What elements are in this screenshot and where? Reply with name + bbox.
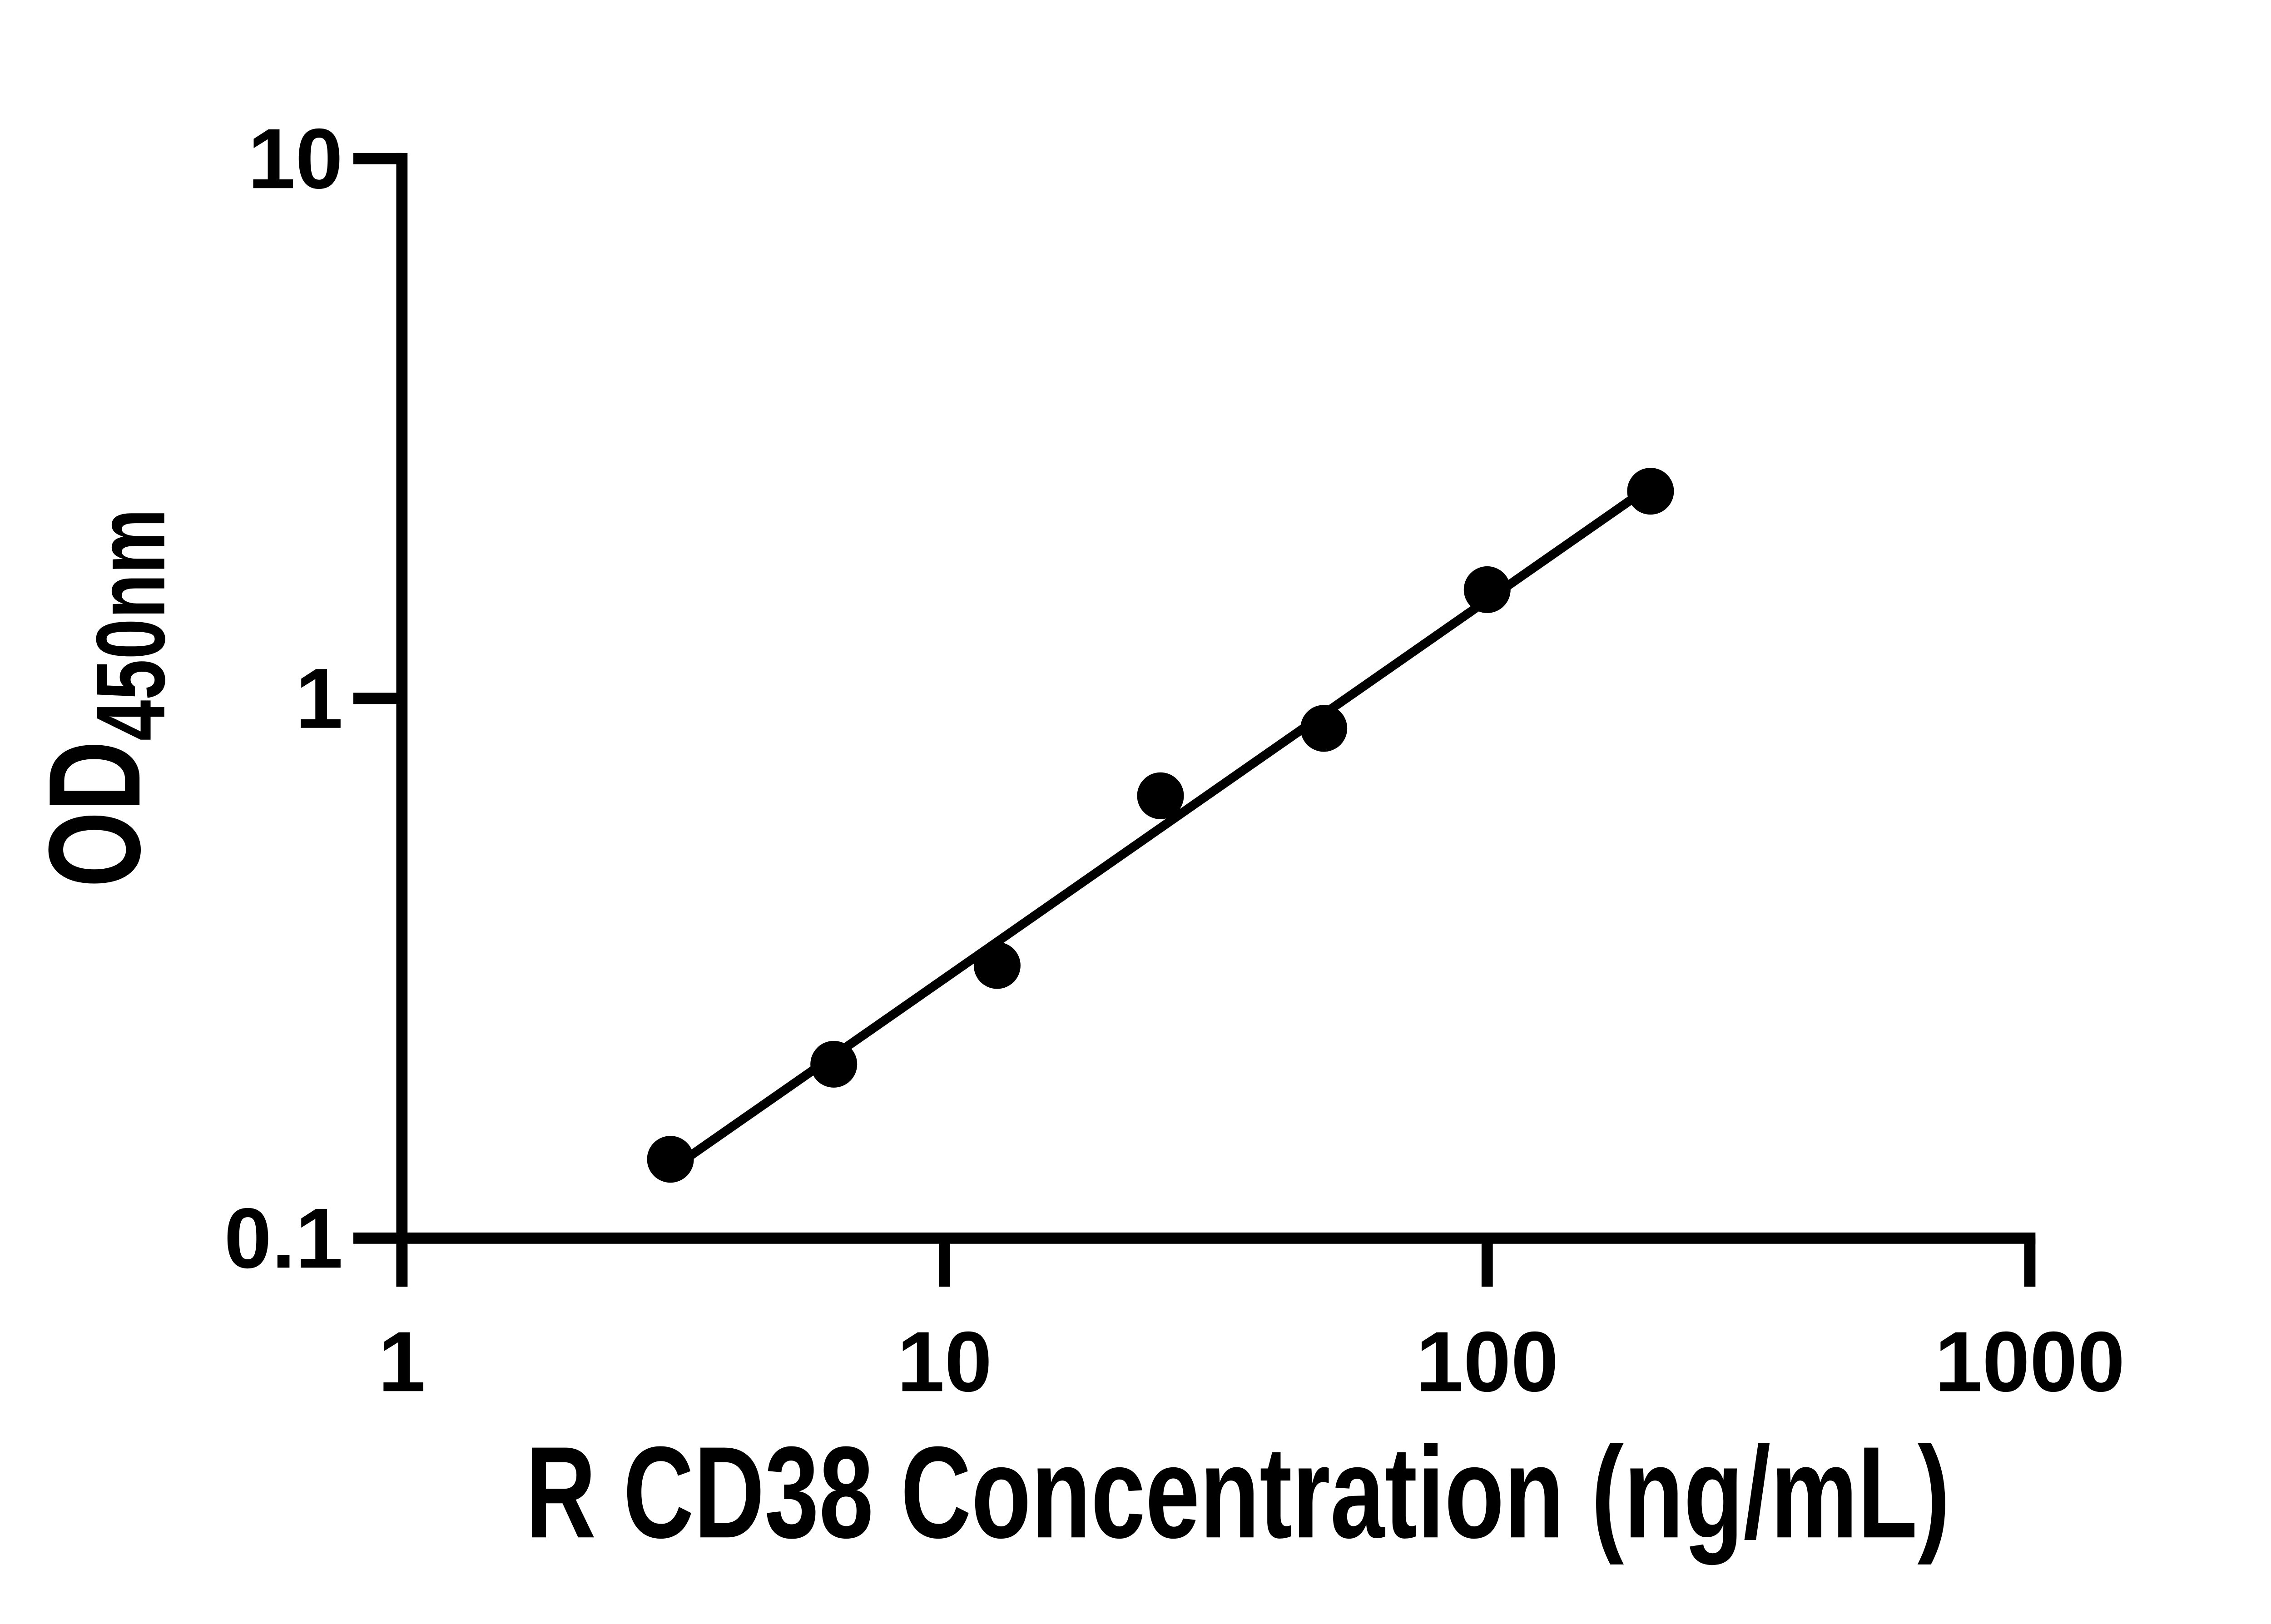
x-tick-label: 1000	[1935, 1314, 2125, 1409]
x-axis: 1 10 100 1000	[378, 1232, 2125, 1409]
x-tick-label: 10	[897, 1314, 992, 1409]
x-tick-label: 100	[1416, 1314, 1558, 1409]
y-axis-title-main: OD	[21, 741, 167, 887]
x-axis-title: R CD38 Concentration (ng/mL)	[526, 1419, 1950, 1565]
data-point	[973, 942, 1021, 989]
y-axis-title: OD450nm	[21, 509, 185, 887]
y-axis: 0.1 1 10	[224, 111, 408, 1287]
chart-background	[0, 7, 2271, 1617]
data-point	[1463, 566, 1511, 613]
y-tick-label: 1	[295, 651, 343, 746]
data-point	[810, 1040, 858, 1088]
y-tick-label: 0.1	[224, 1190, 343, 1286]
data-point	[1300, 705, 1348, 752]
y-tick-label: 10	[248, 111, 343, 206]
y-axis-title-subscript: 450nm	[76, 509, 185, 741]
data-point	[1627, 468, 1674, 515]
data-point	[1137, 772, 1184, 819]
data-series	[647, 468, 1674, 1183]
data-point	[647, 1136, 694, 1183]
x-tick-label: 1	[378, 1314, 426, 1409]
